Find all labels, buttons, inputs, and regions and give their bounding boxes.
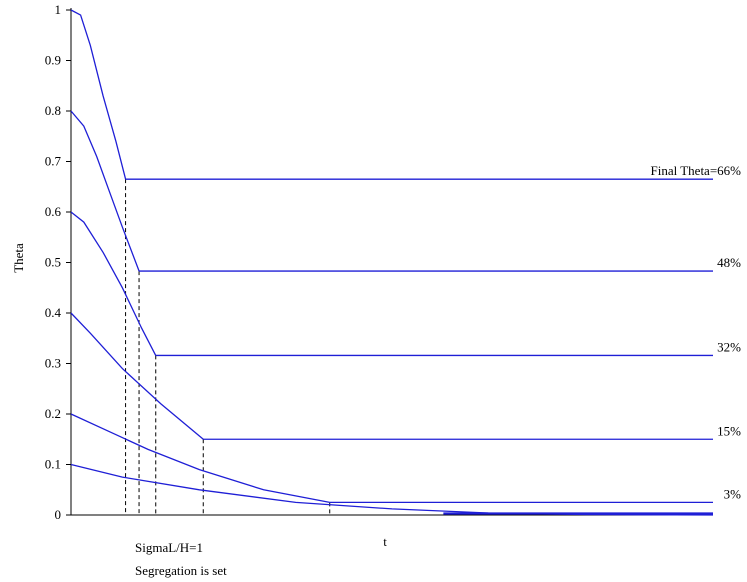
series-1-transient [70, 110, 140, 272]
series-2-label: 32% [717, 339, 741, 354]
series-5-transient [70, 463, 714, 516]
y-tick-label: 0.8 [45, 103, 61, 118]
y-tick-label: 0.5 [45, 255, 61, 270]
y-ticks: 0 0.1 0.2 0.3 0.4 0.5 0.6 0.7 0.8 0.9 1 [45, 2, 71, 522]
series-labels: Final Theta=66% 48% 32% 15% 3% [651, 163, 742, 501]
series-0-label: Final Theta=66% [651, 163, 742, 178]
annotation-segregation: Segregation is set [135, 563, 227, 578]
y-tick-label: 1 [55, 2, 62, 17]
series-0-transient [70, 9, 127, 180]
y-tick-label: 0.3 [45, 356, 61, 371]
segregation-drop-lines [125, 179, 331, 515]
y-tick-label: 0.2 [45, 406, 61, 421]
x-axis-title: t [383, 534, 387, 549]
y-tick-label: 0.9 [45, 53, 61, 68]
annotation-sigma: SigmaL/H=1 [135, 540, 203, 555]
y-axis-title: Theta [11, 243, 26, 273]
series-1-label: 48% [717, 255, 741, 270]
y-tick-label: 0.4 [45, 305, 62, 320]
y-tick-label: 0.7 [45, 154, 62, 169]
y-tick-label: 0.1 [45, 457, 61, 472]
series-curves [70, 9, 714, 516]
series-3-label: 15% [717, 423, 741, 438]
y-tick-label: 0 [55, 507, 62, 522]
series-2-transient [70, 211, 157, 356]
y-tick-label: 0.6 [45, 204, 62, 219]
series-4-label: 3% [724, 486, 742, 501]
series-4-transient [70, 413, 330, 504]
series-3-transient [70, 312, 204, 440]
